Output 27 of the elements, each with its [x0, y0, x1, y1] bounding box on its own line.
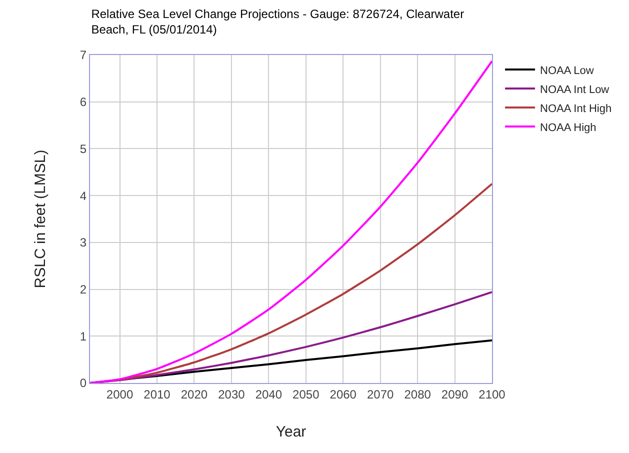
y-tick-label: 2	[80, 282, 87, 296]
legend-label: NOAA Int High	[540, 102, 612, 115]
legend-label: NOAA Int Low	[540, 84, 610, 96]
x-axis-title: Year	[276, 423, 306, 440]
y-tick-label: 5	[80, 142, 87, 156]
x-tick-label: 2030	[218, 387, 246, 402]
y-tick-label: 1	[80, 329, 87, 344]
x-tick-label: 2040	[255, 387, 282, 402]
x-tick-label: 2020	[180, 387, 208, 402]
line-series	[90, 60, 492, 383]
legend-label: NOAA High	[540, 122, 596, 134]
x-tick-label: 2000	[106, 387, 134, 402]
y-axis-title: RSLC in feet (LMSL)	[32, 150, 50, 288]
x-tick-label: 2050	[292, 387, 320, 402]
x-tick-label: 2010	[144, 387, 171, 402]
x-tick-label: 2060	[330, 387, 357, 402]
x-tick-label: 2080	[404, 387, 432, 402]
x-tick-label: 2100	[478, 387, 506, 402]
y-tick-label: 0	[80, 376, 87, 390]
y-tick-label: 4	[80, 188, 87, 203]
y-tick-label: 3	[80, 236, 87, 250]
x-tick-label: 2070	[366, 387, 394, 402]
y-tick-label: 6	[80, 95, 87, 110]
legend-label: NOAA Low	[540, 64, 594, 77]
x-tick-label: 2090	[441, 387, 468, 402]
y-tick-label: 7	[80, 48, 87, 62]
chart-title: Relative Sea Level Change Projections - Gauge: 8726724, Clearwater Beach, FL (05/01/2014)	[91, 7, 464, 37]
